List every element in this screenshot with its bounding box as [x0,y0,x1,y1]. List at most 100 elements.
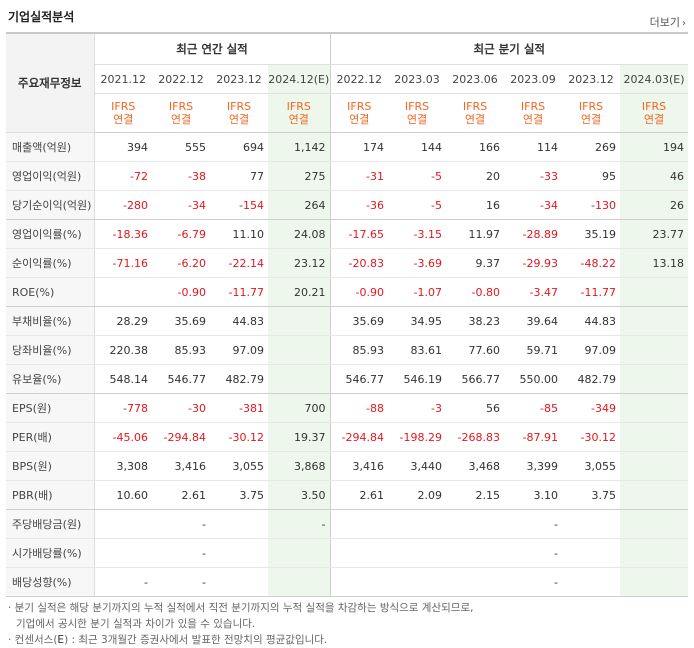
value-cell: 2.61 [329,480,388,510]
period-header: 2023.12 [562,64,620,94]
value-cell: -5 [388,190,446,220]
value-cell: 3,440 [388,451,446,481]
value-cell: 20.21 [268,277,330,307]
value-cell: 3.75 [562,480,620,510]
basis-ifrs: IFRS [578,100,604,113]
table-row: 당기순이익(억원) -280 -34 -154 264 -36 -5 16 -34 -130 26 [6,190,688,220]
basis-header: IFRS 연결 [504,93,562,133]
period-header: 2023.03 [388,64,446,94]
value-cell: 46 [620,161,688,191]
value-cell [562,509,620,539]
value-cell: 23.77 [620,219,688,249]
basis-header: IFRS 연결 [620,93,688,133]
basis-ifrs: IFRS [462,100,488,113]
value-cell: 11.10 [210,219,268,249]
table-row: PBR(배) 10.60 2.61 3.75 3.50 2.61 2.09 2.15 3.10 3… [6,480,688,510]
basis-consolidated: 연결 [288,113,309,126]
value-cell: 2.15 [446,480,504,510]
value-cell: 11.97 [446,219,504,249]
corner-header: 주요재무정보 [6,32,95,133]
value-cell: 35.19 [562,219,620,249]
value-cell: 220.38 [94,335,152,365]
value-cell [562,538,620,568]
row-label: PBR(배) [6,480,95,510]
value-cell: 264 [268,190,330,220]
table-row: 주당배당금(원) - - - [6,509,688,539]
value-cell [620,538,688,568]
value-cell: 85.93 [152,335,210,365]
value-cell: - [504,567,562,597]
value-cell: 482.79 [210,364,268,394]
table-row: 매출액(억원) 394 555 694 1,142 174 144 166 114 269 194 [6,132,688,162]
value-cell: -45.06 [94,422,152,452]
table-row: ROE(%) -0.90 -11.77 20.21 -0.90 -1.07 -0.80 -3.… [6,277,688,307]
value-cell [329,538,388,568]
value-cell: -198.29 [388,422,446,452]
value-cell: 546.77 [329,364,388,394]
value-cell: 3,416 [329,451,388,481]
basis-header: IFRS 연결 [210,93,268,133]
row-label: PER(배) [6,422,95,452]
value-cell: 35.69 [329,306,388,336]
period-header: 2024.03(E) [620,64,688,94]
basis-ifrs: IFRS [286,100,311,113]
value-cell: 35.69 [152,306,210,336]
value-cell: -349 [562,393,620,423]
footnotes: · 분기 실적은 해당 분기까지의 누적 실적에서 직전 분기까지의 누적 실적… [8,600,473,648]
row-label: 당좌비율(%) [6,335,95,365]
basis-header: IFRS 연결 [446,93,504,133]
period-header: 2022.12 [152,64,210,94]
value-cell: 85.93 [329,335,388,365]
value-cell: 546.19 [388,364,446,394]
basis-ifrs: IFRS [520,100,546,113]
value-cell: 10.60 [94,480,152,510]
period-header: 2023.06 [446,64,504,94]
value-cell [94,509,152,539]
value-cell: 38.23 [446,306,504,336]
value-cell: 3.75 [210,480,268,510]
value-cell: -3.15 [388,219,446,249]
value-cell: -3.47 [504,277,562,307]
table-row: 영업이익(억원) -72 -38 77 275 -31 -5 20 -33 95 46 [6,161,688,191]
value-cell: -0.90 [152,277,210,307]
value-cell: -28.89 [504,219,562,249]
value-cell [268,567,330,597]
value-cell: 548.14 [94,364,152,394]
value-cell [268,335,330,365]
value-cell: 1,142 [268,132,330,162]
value-cell: -5 [388,161,446,191]
value-cell: 114 [504,132,562,162]
value-cell: -11.77 [562,277,620,307]
more-link[interactable]: 더보기 › [650,14,686,30]
value-cell: 2.61 [152,480,210,510]
value-cell: -6.79 [152,219,210,249]
basis-header: IFRS 연결 [268,93,330,133]
value-cell: -0.80 [446,277,504,307]
value-cell: 482.79 [562,364,620,394]
value-cell: -20.83 [329,248,388,278]
value-cell: 269 [562,132,620,162]
value-cell: 166 [446,132,504,162]
value-cell: 3,308 [94,451,152,481]
value-cell [94,277,152,307]
value-cell: 23.12 [268,248,330,278]
basis-ifrs: IFRS [168,100,194,113]
value-cell: -30.12 [562,422,620,452]
row-label: 순이익률(%) [6,248,95,278]
value-cell [210,538,268,568]
quarter-group-header: 최근 분기 실적 [329,32,688,65]
row-label: 당기순이익(억원) [6,190,95,220]
value-cell: - [504,538,562,568]
value-cell: -38 [152,161,210,191]
value-cell: -6.20 [152,248,210,278]
value-cell: 44.83 [562,306,620,336]
value-cell: -18.36 [94,219,152,249]
value-cell: 97.09 [562,335,620,365]
value-cell [388,509,446,539]
table-row: 부채비율(%) 28.29 35.69 44.83 35.69 34.95 38.23 39.… [6,306,688,336]
table-row: 순이익률(%) -71.16 -6.20 -22.14 23.12 -20.83 -3.69… [6,248,688,278]
basis-ifrs: IFRS [111,100,136,113]
value-cell [620,393,688,423]
section-title: 기업실적분석 [8,10,75,24]
value-cell: -87.91 [504,422,562,452]
